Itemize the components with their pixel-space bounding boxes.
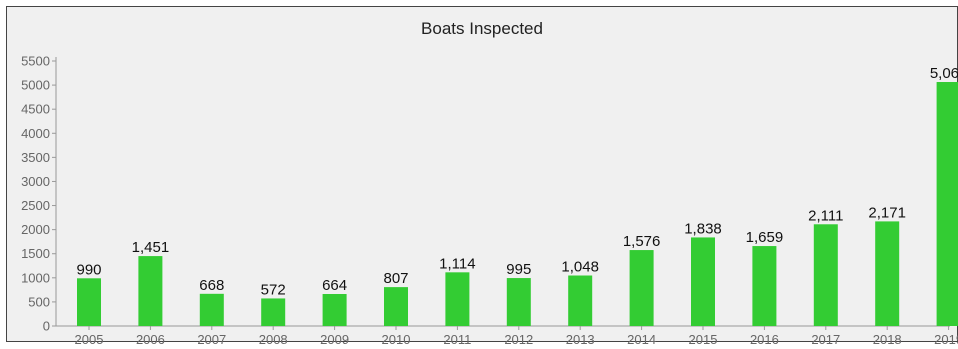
bar-value-label: 1,114: [439, 255, 475, 272]
bar: [77, 278, 101, 326]
x-tick-label: 2018: [873, 332, 902, 347]
bar-value-label: 668: [199, 277, 224, 294]
y-axis: 0 500 1000 1500 2000 2500 3000 3500 4000 4500 5000…: [21, 54, 57, 334]
bar-value-label: 1,451: [132, 239, 170, 256]
bar-value-label: 995: [506, 261, 531, 278]
y-tick-label: 500: [28, 294, 50, 309]
chart-frame: Boats Inspected: [6, 6, 958, 342]
bar: [875, 221, 900, 326]
bar-value-label: 2,111: [808, 207, 843, 224]
bar: [199, 293, 224, 326]
y-tick-label: 2500: [21, 198, 50, 213]
bar: [261, 298, 286, 326]
y-tick-label: 2000: [21, 222, 50, 237]
y-tick-label: 1500: [21, 246, 50, 261]
bar: [936, 82, 958, 327]
x-axis: 2005 2006 2007 2008 2009 2010 2011 2012 2013 2014…: [56, 325, 958, 347]
x-tick-label: 2014: [627, 332, 656, 347]
x-tick-label: 2006: [136, 332, 165, 347]
bar: [752, 246, 777, 326]
chart-title: Boats Inspected: [421, 19, 543, 38]
bar: [691, 237, 715, 326]
y-tick-label: 3000: [21, 174, 50, 189]
bar: [445, 272, 470, 326]
bar: [384, 287, 408, 326]
bar-value-label: 1,048: [561, 259, 599, 276]
bar: [629, 250, 654, 326]
x-tick-label: 2009: [320, 332, 349, 347]
bar-value-label: 2,171: [868, 204, 906, 221]
y-tick-label: 5000: [21, 78, 50, 93]
bar: [568, 275, 593, 326]
y-tick-label: 4500: [21, 102, 50, 117]
y-tick-label: 0: [43, 319, 50, 334]
x-tick-label: 2005: [75, 332, 104, 347]
bars: [77, 82, 958, 327]
x-tick-label: 2013: [566, 332, 595, 347]
bar-value-label: 5,064: [930, 65, 958, 82]
x-tick-label: 2007: [197, 332, 226, 347]
x-tick-label: 2008: [259, 332, 288, 347]
x-tick-label: 2012: [504, 332, 533, 347]
data-labels: 990 1,451 668 572 664 807 1,114 995 1,048 1,576 1,…: [76, 65, 958, 298]
bar-value-label: 1,659: [746, 229, 784, 246]
x-tick-label: 2011: [443, 332, 471, 347]
x-tick-label: 2017: [811, 332, 840, 347]
bar: [322, 294, 347, 326]
bar-value-label: 807: [383, 270, 408, 287]
bar-value-label: 990: [76, 261, 101, 278]
y-tick-label: 4000: [21, 126, 50, 141]
bar: [138, 256, 163, 326]
bar: [506, 278, 531, 326]
bar-value-label: 1,838: [684, 220, 722, 237]
y-tick-label: 5500: [21, 54, 50, 69]
x-tick-label: 2010: [382, 332, 411, 347]
y-tick-label: 3500: [21, 150, 50, 165]
bar-value-label: 664: [322, 277, 347, 294]
x-tick-label: 2016: [750, 332, 779, 347]
bar-value-label: 1,576: [623, 233, 661, 250]
bar-value-label: 572: [261, 281, 286, 298]
y-tick-label: 1000: [21, 270, 50, 285]
x-tick-label: 2015: [689, 332, 718, 347]
bar: [813, 224, 838, 326]
